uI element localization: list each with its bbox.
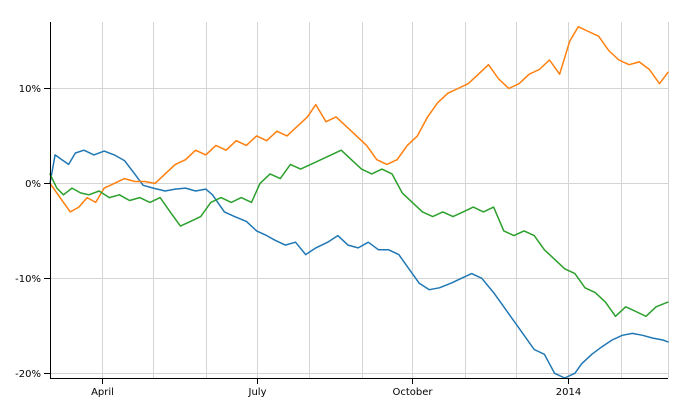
y-tick-label: 0%: [25, 179, 41, 190]
x-tick-label: July: [248, 387, 267, 398]
series-line-0: [49, 149, 669, 379]
y-tick-label: 10%: [19, 84, 41, 95]
x-tick-label: 2014: [556, 387, 581, 398]
x-axis: April July October 2014: [50, 378, 668, 398]
x-gridlines: [50, 22, 669, 378]
x-tick-label: October: [392, 387, 433, 398]
y-gridlines: [50, 88, 668, 374]
y-tick-label: -10%: [15, 274, 41, 285]
x-tick-label: April: [91, 387, 114, 398]
y-tick-label: -20%: [15, 369, 41, 380]
series-lines: [49, 25, 669, 379]
series-line-2: [49, 149, 669, 318]
series-line-1: [49, 25, 669, 213]
y-axis: 10% 0% -10% -20%: [15, 22, 51, 380]
